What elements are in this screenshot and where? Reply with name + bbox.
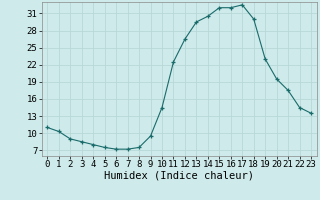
X-axis label: Humidex (Indice chaleur): Humidex (Indice chaleur)	[104, 171, 254, 181]
